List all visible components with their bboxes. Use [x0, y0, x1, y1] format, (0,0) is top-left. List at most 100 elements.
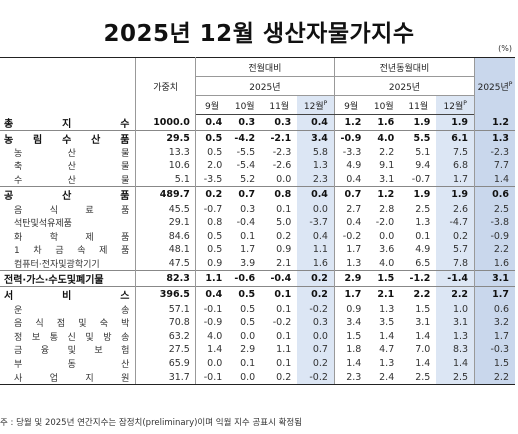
yoy-cell: 4.0	[367, 129, 401, 146]
yoy-cell: 2.3	[333, 370, 368, 385]
mom-cell: -2.3	[272, 146, 292, 158]
yoy-cell: 2.5	[400, 370, 437, 385]
mom-cell: 0.5	[228, 286, 262, 303]
mom-cell: 0.2	[276, 230, 292, 242]
table-row: 석탄및석유제품 29.1 0.8 -0.4 5.0 -3.7 0.4 -2.0 1.3 -4.7-…	[0, 215, 515, 230]
yoy-cell: 2.5	[436, 370, 475, 385]
mom-cell: 0.9	[276, 244, 292, 256]
mom-cell: 1.3	[297, 159, 335, 173]
yoy-cell: 3.1	[436, 315, 475, 330]
yoy-cell: 4.9	[415, 244, 431, 256]
mom-cell: 3.9	[240, 257, 256, 269]
table-row: 컴퓨터·전자및광학기기 47.5 0.9 3.9 2.1 1.6 1.3 4.0 6.5 7.8 1…	[0, 256, 515, 271]
yoy-cell: 2.4	[367, 370, 401, 385]
mom-cell: 0.4	[297, 186, 335, 203]
yoy-cell: 2.2	[436, 286, 475, 303]
mom-cell: -0.4	[236, 217, 256, 229]
yoy-cell: 1.8	[333, 343, 368, 357]
yoy-cell: 3.6	[379, 244, 395, 256]
mom-cell: 1.4	[207, 344, 223, 356]
mom-month-header: 12월P	[297, 95, 335, 115]
weight-cell: 84.6	[135, 229, 196, 244]
mom-cell: -0.2	[297, 370, 335, 385]
row-header-corner	[0, 57, 136, 115]
annual-cell: 2.5	[474, 202, 515, 216]
weight-cell: 29.5	[135, 129, 196, 146]
annual-cell: 3.1	[474, 270, 515, 287]
yoy-cell: 1.9	[436, 186, 475, 203]
yoy-cell: 7.8	[436, 256, 475, 271]
annual-cell: 1.7	[474, 286, 515, 303]
yoy-cell: 9.4	[415, 160, 431, 172]
row-label: 농 산 물	[14, 148, 130, 159]
table-row: 금 융 및 보 험 27.5 1.4 2.9 1.1 0.7 1.8 4.7 7.0 8.3 -0.…	[0, 343, 515, 357]
weight-cell: 70.8	[135, 315, 196, 330]
mom-cell: -0.7	[203, 203, 223, 215]
yoy-cell: 1.4	[415, 330, 431, 342]
annual-cell: 0.6	[474, 302, 515, 316]
annual-cell: 0.6	[474, 186, 515, 203]
mom-cell: 0.5	[207, 230, 223, 242]
mom-cell: -0.2	[272, 317, 292, 329]
yoy-cell: 1.5	[415, 303, 431, 315]
table-row: 1 차 금 속 제 품 48.1 0.5 1.7 0.9 1.1 1.7 3.6 4.9 5.7 2…	[0, 243, 515, 257]
yoy-cell: 1.5	[333, 329, 368, 344]
table-row: 농 림 수 산 품 29.5 0.5 -4.2 -2.1 3.4 -0.9 4.0 5.5 6.1…	[0, 129, 515, 146]
row-label: 서 비 스	[0, 286, 136, 303]
mom-cell: 0.2	[297, 270, 335, 287]
mom-cell: 0.1	[240, 230, 256, 242]
weight-header: 가중치	[135, 57, 196, 115]
annual-cell: -0.9	[474, 229, 515, 244]
yoy-cell: 1.3	[379, 357, 395, 369]
yoy-month-header: 11월	[400, 95, 437, 115]
yoy-cell: -4.7	[436, 215, 475, 230]
mom-month-header: 9월	[195, 95, 229, 115]
mom-cell: 0.5	[240, 317, 256, 329]
mom-cell: 2.0	[207, 160, 223, 172]
mom-cell: -4.2	[228, 129, 262, 146]
mom-cell: -0.4	[261, 270, 298, 287]
yoy-cell: 3.4	[333, 315, 368, 330]
annual-cell: 3.2	[474, 315, 515, 330]
weight-cell: 1000.0	[135, 114, 196, 130]
mom-cell: 0.4	[205, 116, 223, 128]
annual-cell: -3.8	[474, 215, 515, 230]
row-label: 음 식 점 및 숙 박	[14, 319, 130, 330]
annual-cell: 1.4	[474, 172, 515, 187]
yoy-cell: 6.1	[436, 129, 475, 146]
yoy-cell: 2.5	[415, 203, 431, 215]
mom-cell: 0.0	[228, 370, 262, 385]
mom-cell: 1.1	[297, 243, 335, 257]
annual-cell: 1.7	[474, 329, 515, 344]
row-label: 부 동 산	[14, 359, 130, 370]
mom-cell: 1.7	[240, 244, 256, 256]
annual-cell: -2.3	[474, 145, 515, 160]
mom-month-header: 11월	[261, 95, 298, 115]
yoy-cell: -0.2	[333, 229, 368, 244]
row-label: 사 업 지 원	[0, 370, 136, 385]
row-label: 전력·가스·수도및폐기물	[0, 270, 136, 287]
weight-cell: 5.1	[135, 172, 196, 187]
mom-cell: 5.0	[276, 217, 292, 229]
yoy-cell: 1.3	[379, 303, 395, 315]
yoy-cell: 1.0	[436, 302, 475, 316]
weight-cell: 82.3	[135, 270, 196, 287]
yoy-cell: 1.3	[436, 329, 475, 344]
yoy-cell: 1.4	[436, 356, 475, 371]
yoy-cell: 9.1	[379, 160, 395, 172]
mom-cell: -0.1	[195, 370, 229, 385]
yoy-cell: 4.0	[379, 257, 395, 269]
table-row: 정 보 통 신 및 방 송 63.2 4.0 0.0 0.1 0.0 1.5 1.4 1.4 1.…	[0, 329, 515, 344]
mom-cell: 0.1	[276, 357, 292, 369]
yoy-cell: 3.1	[415, 317, 431, 329]
row-label: 총 지 수	[4, 118, 130, 130]
mom-cell: 0.1	[276, 203, 292, 215]
yoy-cell: -2.0	[375, 217, 395, 229]
mom-cell: 0.9	[207, 257, 223, 269]
table-row: 농 산 물 13.3 0.5 -5.5 -2.3 5.8 -3.3 2.2 5.1 7.5 -2.3	[0, 145, 515, 160]
mom-cell: 0.8	[207, 217, 223, 229]
yoy-header: 전년동월대비	[333, 57, 475, 77]
yoy-cell: 0.2	[436, 229, 475, 244]
mom-year-header: 2025년	[195, 76, 335, 96]
yoy-cell: 8.3	[436, 343, 475, 357]
